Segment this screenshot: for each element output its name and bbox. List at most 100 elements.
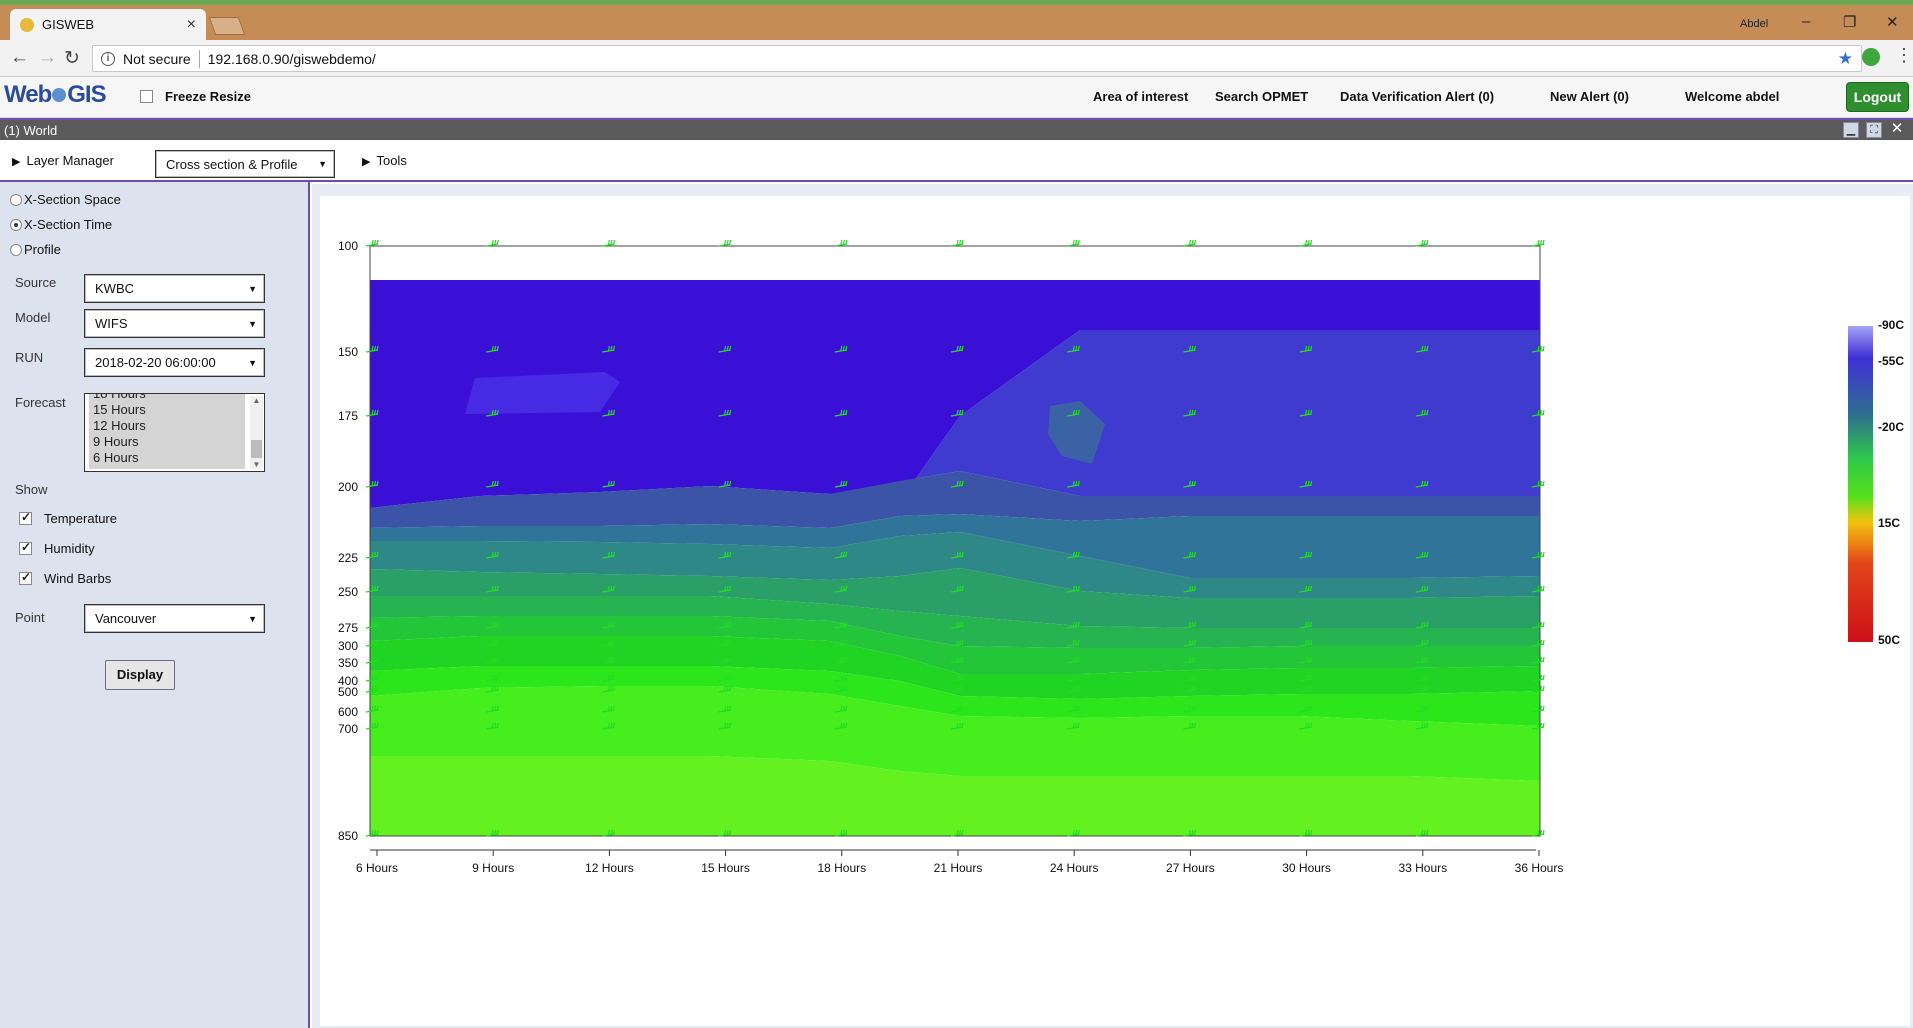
wind-barb — [1299, 656, 1313, 664]
tab-close-icon[interactable]: × — [186, 15, 196, 33]
minimize-icon[interactable]: – — [1802, 13, 1811, 30]
scrollbar-thumb[interactable] — [251, 440, 262, 458]
wind-barb — [365, 656, 379, 664]
freeze-resize-checkbox[interactable] — [140, 90, 153, 103]
new-tab-button[interactable] — [208, 17, 246, 35]
wind-barb — [1299, 829, 1313, 837]
browser-tab[interactable]: GISWEB × — [10, 9, 206, 40]
wind-barb — [1415, 705, 1429, 713]
forward-arrow-icon[interactable]: → — [38, 47, 57, 68]
wind-barb — [718, 621, 732, 629]
scroll-down-icon[interactable]: ▼ — [252, 460, 261, 469]
wind-barb — [1183, 639, 1196, 647]
search-opmet-link[interactable]: Search OPMET — [1215, 89, 1309, 104]
wind-barb — [602, 685, 615, 693]
temperature-checkbox[interactable] — [19, 510, 32, 525]
wind-barb — [602, 639, 615, 647]
layer-manager-toggle[interactable]: ▶ Layer Manager — [12, 153, 114, 168]
webgis-logo: Web GIS — [4, 81, 107, 109]
no-data-region — [370, 246, 1540, 280]
show-label: Show — [15, 482, 48, 497]
list-item[interactable]: 6 Hours — [93, 450, 139, 465]
forecast-scrollbar[interactable]: ▲ ▼ — [250, 396, 263, 469]
wind-barb — [365, 239, 379, 247]
model-select[interactable]: WIFS ▼ — [84, 309, 265, 338]
checkbox-label: Wind Barbs — [44, 571, 112, 586]
radio-label: X-Section Space — [24, 192, 121, 207]
reload-icon[interactable]: ↻ — [64, 48, 80, 69]
x-tick-label: 33 Hours — [1398, 861, 1447, 875]
window-close-icon[interactable]: ✕ — [1886, 14, 1899, 31]
security-label: Not secure — [123, 50, 191, 67]
wind-barb — [950, 585, 964, 593]
wind-barb — [1067, 239, 1080, 247]
display-button[interactable]: Display — [105, 660, 175, 690]
freeze-resize-toggle[interactable]: Freeze Resize — [140, 89, 251, 104]
mode-select[interactable]: Cross section & Profile ▼ — [155, 150, 335, 178]
mode-radio-xsection-space[interactable]: X-Section Space — [10, 192, 121, 207]
wind-barb — [365, 722, 379, 730]
forecast-listbox[interactable]: 18 Hours 15 Hours 12 Hours 9 Hours 6 Hou… — [84, 393, 265, 472]
data-verification-alert-link[interactable]: Data Verification Alert (0) — [1340, 89, 1495, 104]
window-user-label: Abdel — [1740, 18, 1769, 30]
wind-barb — [486, 585, 499, 593]
show-humidity-toggle[interactable]: Humidity — [19, 540, 95, 556]
list-item[interactable]: 12 Hours — [93, 418, 146, 433]
show-temperature-toggle[interactable]: Temperature — [19, 510, 117, 526]
color-scale-label: -90C — [1878, 318, 1904, 332]
wind-barb — [718, 409, 732, 417]
mode-radio-profile[interactable]: Profile — [10, 242, 61, 257]
wind-barb — [834, 621, 848, 629]
logout-button[interactable]: Logout — [1846, 82, 1909, 112]
list-item[interactable]: 15 Hours — [93, 402, 146, 417]
temperature-band — [370, 636, 1540, 699]
expand-triangle-icon: ▶ — [12, 156, 21, 168]
y-tick-label: 275 — [338, 621, 358, 635]
mode-radio-xsection-time[interactable]: X-Section Time — [10, 217, 112, 232]
extension-icon[interactable] — [1862, 48, 1880, 66]
window-close-icon[interactable]: ✕ — [1889, 120, 1905, 138]
browser-menu-icon[interactable]: ⋮ — [1895, 45, 1913, 65]
restore-icon[interactable]: ❐ — [1843, 14, 1857, 31]
url-text[interactable]: 192.168.0.90/giswebdemo/ — [207, 50, 376, 67]
wind-barb — [1183, 480, 1196, 488]
radio-button[interactable] — [10, 243, 22, 256]
humidity-checkbox[interactable] — [19, 540, 32, 555]
wind-barb — [834, 585, 848, 593]
new-alert-link[interactable]: New Alert (0) — [1550, 89, 1629, 104]
list-item[interactable]: 9 Hours — [93, 434, 139, 449]
wind-barb — [834, 239, 848, 247]
window-minimize-icon[interactable]: ▁ — [1843, 122, 1859, 138]
color-scale-label: 50C — [1878, 633, 1900, 647]
wind-barb — [950, 345, 964, 353]
bookmark-star-icon[interactable]: ★ — [1837, 48, 1853, 68]
run-select[interactable]: 2018-02-20 06:00:00 ▼ — [84, 348, 265, 377]
area-of-interest-link[interactable]: Area of interest — [1093, 89, 1189, 104]
point-select[interactable]: Vancouver ▼ — [84, 604, 265, 633]
back-arrow-icon[interactable]: ← — [10, 47, 29, 68]
wind-barb — [602, 656, 615, 664]
wind-barb — [1299, 705, 1313, 713]
radio-button[interactable] — [10, 218, 22, 231]
wind-barb — [1299, 621, 1313, 629]
wind-barb — [1183, 685, 1196, 693]
radio-button[interactable] — [10, 193, 22, 206]
wind-barb — [950, 480, 964, 488]
wind-barbs-checkbox[interactable] — [19, 570, 32, 585]
color-scale-label: -20C — [1878, 420, 1904, 434]
y-tick-label: 850 — [338, 829, 358, 843]
wind-barb — [365, 551, 379, 559]
wind-barb — [1299, 674, 1313, 682]
scroll-up-icon[interactable]: ▲ — [252, 396, 261, 405]
list-item[interactable]: 18 Hours — [89, 394, 245, 402]
window-maximize-icon[interactable]: ⛶ — [1866, 122, 1882, 138]
address-bar[interactable]: i Not secure 192.168.0.90/giswebdemo/ ★ — [92, 45, 1862, 72]
info-icon[interactable]: i — [101, 51, 115, 66]
cold-core-blob — [465, 372, 620, 414]
wind-barb — [602, 480, 615, 488]
wind-barb — [602, 722, 615, 730]
show-wind-barbs-toggle[interactable]: Wind Barbs — [19, 570, 112, 586]
tools-toggle[interactable]: ▶ Tools — [362, 153, 407, 168]
source-select[interactable]: KWBC ▼ — [84, 274, 265, 303]
